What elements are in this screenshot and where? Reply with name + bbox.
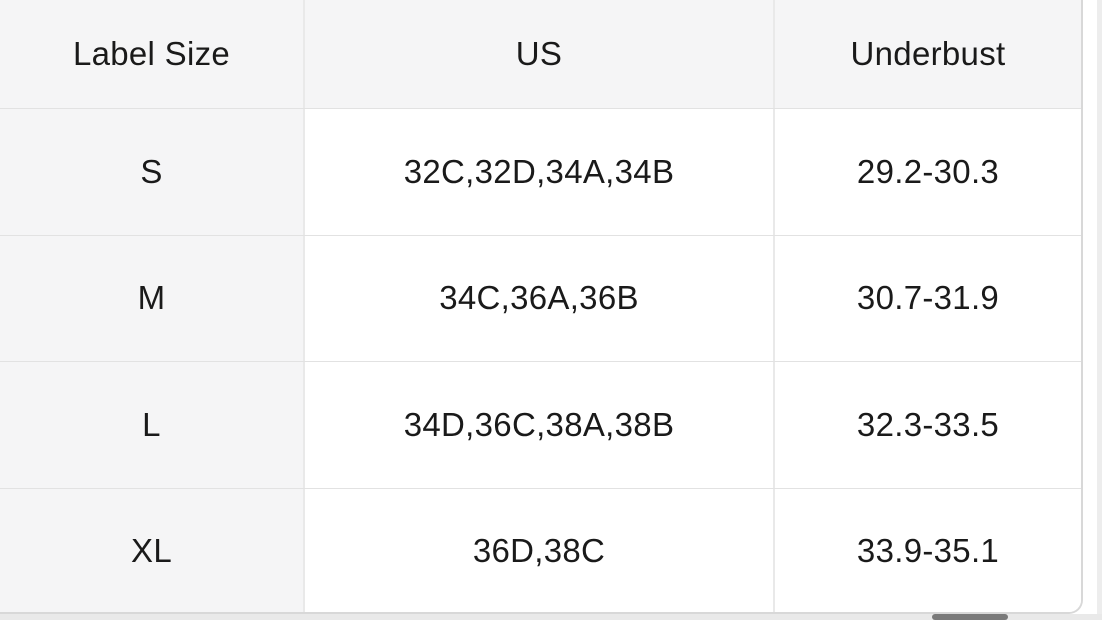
table-row-l: L 34D,36C,38A,38B 32.3-33.5	[0, 361, 1081, 488]
cell-label-size: M	[0, 235, 303, 361]
table-row-s: S 32C,32D,34A,34B 29.2-30.3	[0, 108, 1081, 235]
cell-us: 34D,36C,38A,38B	[303, 362, 773, 488]
cell-underbust: 33.9-35.1	[773, 488, 1081, 612]
cell-label-size: L	[0, 362, 303, 488]
vertical-scrollbar-track[interactable]	[1097, 0, 1102, 614]
cell-underbust: 29.2-30.3	[773, 109, 1081, 235]
table-header-row: Label Size US Underbust	[0, 0, 1081, 108]
horizontal-scrollbar-track[interactable]	[0, 614, 1102, 620]
cell-us: 34C,36A,36B	[303, 235, 773, 361]
header-us: US	[303, 0, 773, 108]
header-underbust: Underbust	[773, 0, 1081, 108]
size-chart-table[interactable]: Label Size US Underbust S 32C,32D,34A,34…	[0, 0, 1083, 614]
header-label-size: Label Size	[0, 0, 303, 108]
cell-label-size: S	[0, 109, 303, 235]
table-row-m: M 34C,36A,36B 30.7-31.9	[0, 234, 1081, 361]
cell-us: 32C,32D,34A,34B	[303, 109, 773, 235]
cell-label-size: XL	[0, 488, 303, 612]
table-row-xl: XL 36D,38C 33.9-35.1	[0, 487, 1081, 612]
cell-underbust: 32.3-33.5	[773, 362, 1081, 488]
horizontal-scrollbar-thumb[interactable]	[932, 614, 1008, 620]
cell-us: 36D,38C	[303, 488, 773, 612]
cell-underbust: 30.7-31.9	[773, 235, 1081, 361]
